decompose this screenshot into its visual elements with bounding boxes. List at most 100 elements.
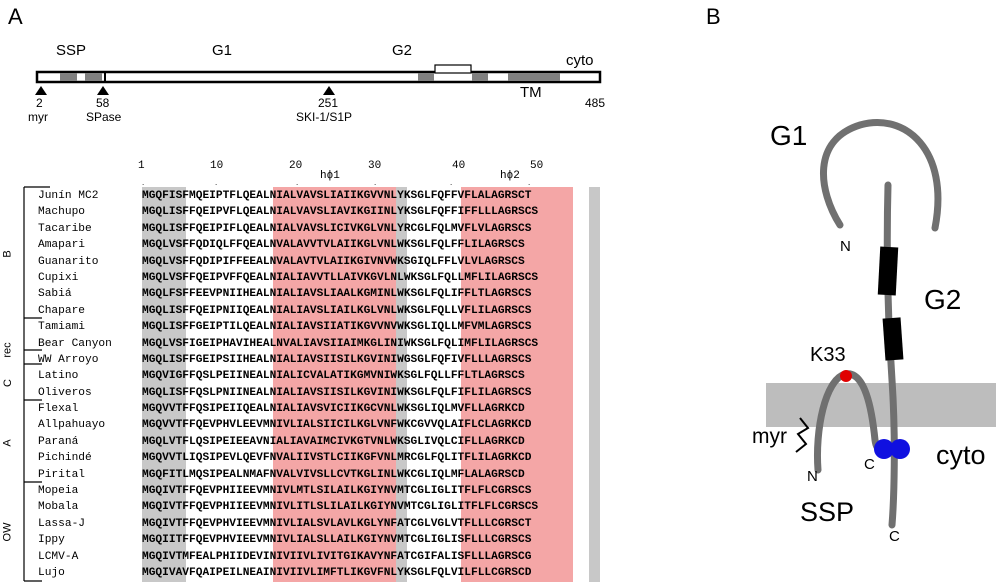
sequence-residues: FFEEVPNIIHEALNIALIAVSLIAALKGMINLWKSGLFQL… bbox=[182, 288, 532, 301]
sequence-motif: MGQIVA bbox=[142, 566, 183, 579]
alignment-row: Allpahuayo MGQVVTFFQEVPHVLEEVMNIVLIALSIIC… bbox=[38, 418, 608, 434]
conserved-c-term bbox=[589, 187, 600, 582]
sequence-residues: FFQEVPHVLEEVMNIVLIALSIICILKGLVNFWKCGVVQL… bbox=[182, 419, 532, 432]
alignment-row: Tamiami MGQLISFFGEIPTILQEALNIALIAVSIIATIK… bbox=[38, 320, 608, 336]
ruler-10: 10 bbox=[210, 160, 224, 172]
myr-anchor bbox=[795, 417, 810, 453]
sequence-motif: MGQLVS bbox=[142, 239, 183, 252]
site-58-number: 58 bbox=[96, 96, 110, 110]
site-marker-251 bbox=[323, 86, 335, 95]
virus-name: Cupixi bbox=[38, 271, 79, 284]
sequence-residues: FFQSLPNIINEALNIALIAVSIISILKGVINIWKSGLFQL… bbox=[182, 386, 532, 399]
sequence-motif: MGQLFS bbox=[142, 288, 183, 301]
alignment-row: Lassa-J MGQIVTFFQEVPHVIEEVMNIVLIALSVLAVLK… bbox=[38, 517, 608, 533]
sequence-residues: FFQDIPIFFEEALNVALAVTVLAIIKGIVNVWKSGIQLFF… bbox=[182, 255, 525, 268]
svg-text:.: . bbox=[296, 178, 298, 187]
sequence-residues: VFQAIPEILNEAINIVIIVLIMFTLIKGVFNLYKSGLFQL… bbox=[182, 566, 532, 579]
conserved-k33 bbox=[396, 187, 407, 582]
zinc-site-dot-1 bbox=[874, 439, 894, 459]
sequence-residues: LMQSIPEALNMAFNVALVIVSLLCVTKGLINLWKCGLIQL… bbox=[182, 468, 525, 481]
label-g2-topology: G2 bbox=[924, 284, 962, 315]
virus-name: Bear Canyon bbox=[38, 337, 112, 350]
g2-hr2 bbox=[472, 73, 488, 81]
sequence-motif: MGQVVT bbox=[142, 403, 183, 416]
alignment-row: Guanarito MGQLVSFFQDIPIFFEEALNVALAVTVLAII… bbox=[38, 255, 608, 271]
label-cyto-topology: cyto bbox=[936, 440, 986, 470]
virus-name: Pirital bbox=[38, 468, 85, 481]
sequence-motif: MGQLIS bbox=[142, 222, 183, 235]
sequence-motif: MGQIVT bbox=[142, 501, 183, 514]
virus-name: Machupo bbox=[38, 206, 85, 219]
sequence-motif: MGQVIG bbox=[142, 370, 183, 383]
hphi2-region bbox=[461, 187, 573, 582]
virus-name: Lassa-J bbox=[38, 517, 85, 530]
sequence-residues: FFQDIQLFFQEALNVALAVVTVLAIIKGLVNLWKSGLFQL… bbox=[182, 239, 525, 252]
label-g2: G2 bbox=[392, 42, 413, 59]
virus-name: Sabiá bbox=[38, 288, 72, 301]
alignment-row: Mopeia MGQIVTFFQEVPHIIEEVMNIVLMTLSILAILKG… bbox=[38, 484, 608, 500]
alignment-row: Mobala MGQIVTFFQEVPHIIEEVMNIVLITLSLILAILK… bbox=[38, 500, 608, 516]
svg-text:.: . bbox=[450, 178, 452, 187]
sequence-residues: FFGEIPTILQEALNIALIAVSIIATIKGVVNVWKSGLIQL… bbox=[182, 321, 532, 334]
virus-name: Flexal bbox=[38, 403, 79, 416]
sequence-residues: FFQSLPEIINEALNIALICVALATIKGMVNIWKSGLFQLL… bbox=[182, 370, 525, 383]
sequence-residues: FFQSIPEIIQEALNIALIAVSVICIIKGCVNLWKSGLIQL… bbox=[182, 403, 525, 416]
k33-lysine-dot bbox=[840, 370, 852, 382]
hphi1-label: hϕ1 bbox=[320, 170, 340, 182]
svg-text:.: . bbox=[215, 178, 217, 187]
sequence-motif: MGQFIS bbox=[142, 190, 183, 202]
virus-name: Pichindé bbox=[38, 452, 92, 465]
sequence-motif: MGQLVT bbox=[142, 435, 183, 448]
svg-text:.: . bbox=[528, 178, 530, 187]
tm-domain bbox=[508, 73, 560, 81]
sequence-motif: MGQIIT bbox=[142, 534, 183, 547]
alignment-row: LCMV-A MGQIVTMFEALPHIIDEVINIVIIVLIVITGIKA… bbox=[38, 550, 608, 566]
sequence-motif: MGQLIS bbox=[142, 386, 183, 399]
alignment-row: Cupixi MGQLVSFFQEIPVFFQEALNIALIAVVTLLAIVK… bbox=[38, 271, 608, 287]
conserved-block-n bbox=[142, 187, 186, 582]
sequence-residues: FFQEIPVFLQEALNIALVAVSLIAVIKGIINLYKSGLFQF… bbox=[182, 206, 539, 219]
site-2-number: 2 bbox=[36, 96, 43, 110]
virus-name: Chapare bbox=[38, 304, 85, 317]
site-2-label: myr bbox=[28, 110, 48, 124]
alignment-row: Machupo MGQLISFFQEIPVFLQEALNIALVAVSLIAVIK… bbox=[38, 205, 608, 221]
alignment-row: WW Arroyo MGQLISFFGEIPSIIHEALNIALIAVSIISI… bbox=[38, 353, 608, 369]
sequence-motif: MGQIVT bbox=[142, 550, 183, 563]
label-myr: myr bbox=[752, 425, 787, 448]
sequence-residues: FFQEIPIFLQEALNIALVAVSLICIVKGLVNLYRCGLFQL… bbox=[182, 222, 532, 235]
alignment-row: Sabiá MGQLFSFFEEVPNIIHEALNIALIAVSLIAALKGM… bbox=[38, 287, 608, 303]
sequence-motif: MGQIVT bbox=[142, 517, 183, 530]
sequence-residues: FIGEIPHAVIHEALNVALIAVSIIAIMKGLINIWKSGLFQ… bbox=[182, 337, 539, 350]
site-58-label: SPase bbox=[86, 110, 122, 124]
svg-text:.: . bbox=[142, 178, 144, 187]
sequence-motif: MGQVVT bbox=[142, 452, 183, 465]
sequence-motif: MGQLVS bbox=[142, 271, 183, 284]
sequence-motif: MGQLIS bbox=[142, 321, 183, 334]
hphi1-region bbox=[273, 187, 396, 582]
sequence-residues: FFQEVPHIIEEVMNIVLITLSLILAILKGIYNVMTCGLIG… bbox=[182, 501, 539, 514]
label-g1: G1 bbox=[212, 42, 233, 59]
alignment-row: Pichindé MGQVVTLIQSIPEVLQEVFNVALIIVSTLCII… bbox=[38, 451, 608, 467]
hphi2-label: hϕ2 bbox=[500, 170, 520, 182]
sequence-residues: FFQEIPNIIQEALNIALIAVSLIAILKGLVNLWKSGLFQL… bbox=[182, 304, 532, 317]
zinc-site-dot-2 bbox=[890, 439, 910, 459]
label-g1-topology: G1 bbox=[770, 120, 808, 151]
alignment-highlights: . . . . . . bbox=[23, 178, 600, 582]
alignment-row: Chapare MGQLISFFQEIPNIIQEALNIALIAVSLIAILK… bbox=[38, 304, 608, 320]
g2-hr1 bbox=[418, 73, 434, 81]
sequence-residues: FFQEVPHVIEEVMNIVLIALSLLAILKGIYNVMTCGLIGL… bbox=[182, 534, 532, 547]
clade-ow-label: OW bbox=[1, 522, 14, 542]
site-marker-58 bbox=[97, 86, 109, 95]
alignment-row: Junín MC2 MGQFISFMQEIPTFLQEALNIALVAVSLIAI… bbox=[38, 189, 608, 205]
label-c-ssp: C bbox=[864, 456, 875, 473]
virus-name: Oliveros bbox=[38, 386, 92, 399]
ssp-tm1 bbox=[60, 73, 77, 81]
gpc-topology-diagram bbox=[766, 119, 996, 529]
gpc-bar bbox=[35, 70, 602, 84]
g2-hr1-block bbox=[877, 246, 899, 296]
alignment-row: Oliveros MGQLISFFQSLPNIINEALNIALIAVSIISIL… bbox=[38, 386, 608, 402]
g1-strand bbox=[820, 119, 942, 232]
clade-rec-label: rec bbox=[1, 342, 14, 358]
virus-name: Lujo bbox=[38, 566, 65, 579]
site-251-number: 251 bbox=[318, 96, 339, 110]
